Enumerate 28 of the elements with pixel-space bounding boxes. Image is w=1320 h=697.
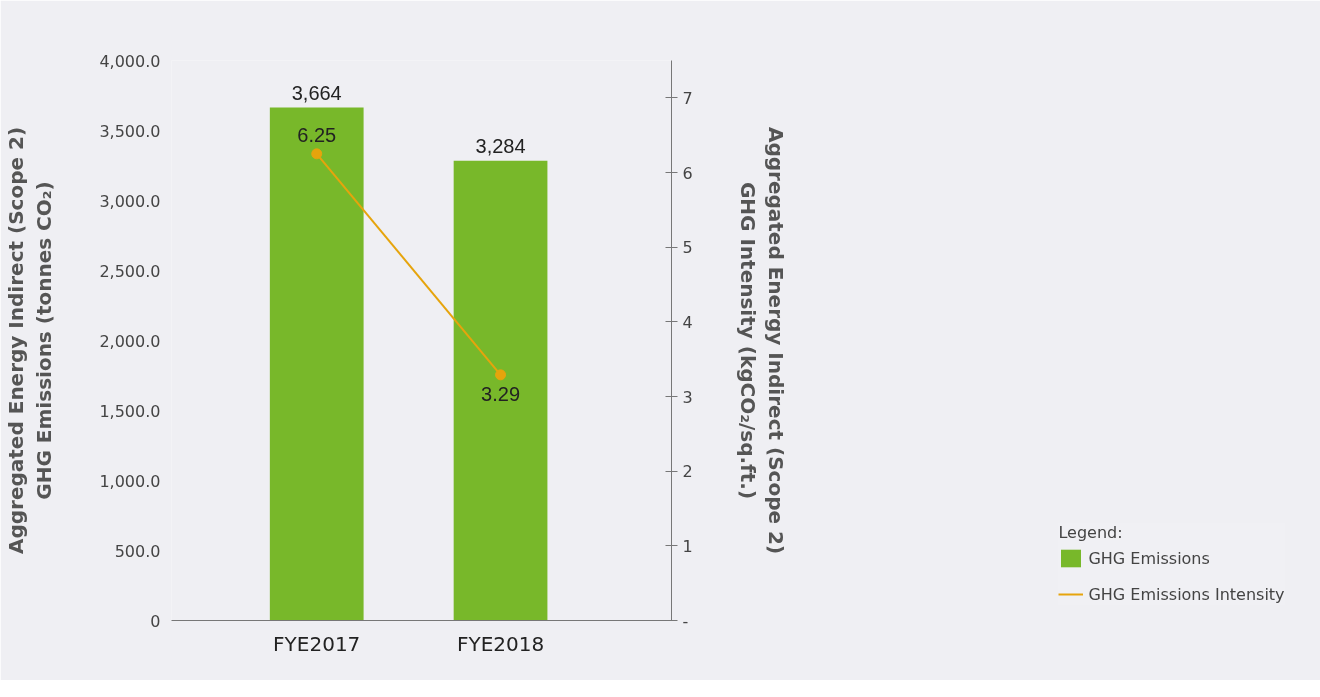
y-tick-label: 0 xyxy=(150,611,161,631)
y-tick-label: 2,000.0 xyxy=(99,331,161,351)
y2-axis-title: Aggregated Energy Indirect (Scope 2) GHG Intensity (kgCO₂/sq.ft.) xyxy=(735,126,789,555)
data-label: 3.29 xyxy=(481,382,521,405)
y-axis-title: Aggregated Energy Indirect (Scope 2) GHG Emissions (tonnes CO₂) xyxy=(3,126,57,555)
y2-tick-label: 2 xyxy=(682,462,693,482)
y2-tick-label: - xyxy=(682,611,689,631)
data-label: 6.25 xyxy=(297,123,337,146)
y2-tick-label: 7 xyxy=(682,88,693,108)
x-tick-label: FYE2018 xyxy=(456,631,545,656)
x-tick-label: FYE2017 xyxy=(273,631,361,656)
legend-label: GHG Emissions Intensity xyxy=(1088,584,1285,604)
legend-label: GHG Emissions xyxy=(1088,548,1210,568)
y2-tick-label: 4 xyxy=(682,312,693,332)
y2-tick-label: 6 xyxy=(682,163,693,183)
data-label: 3,664 xyxy=(291,81,342,104)
y2-tick-label: 3 xyxy=(682,387,693,407)
y-tick-label: 1,500.0 xyxy=(99,401,161,421)
y-tick-label: 3,000.0 xyxy=(99,191,161,211)
y-tick-label: 1,000.0 xyxy=(99,471,161,491)
y-tick-label: 2,500.0 xyxy=(99,261,161,281)
y2-tick-label: 5 xyxy=(682,238,693,258)
data-label: 3,284 xyxy=(475,134,526,157)
y-tick-label: 4,000.0 xyxy=(99,51,161,71)
legend-title: Legend: xyxy=(1058,523,1124,542)
y2-tick-label: 1 xyxy=(682,536,693,556)
y-tick-label: 3,500.0 xyxy=(99,121,161,141)
y-tick-label: 500.0 xyxy=(114,541,161,561)
